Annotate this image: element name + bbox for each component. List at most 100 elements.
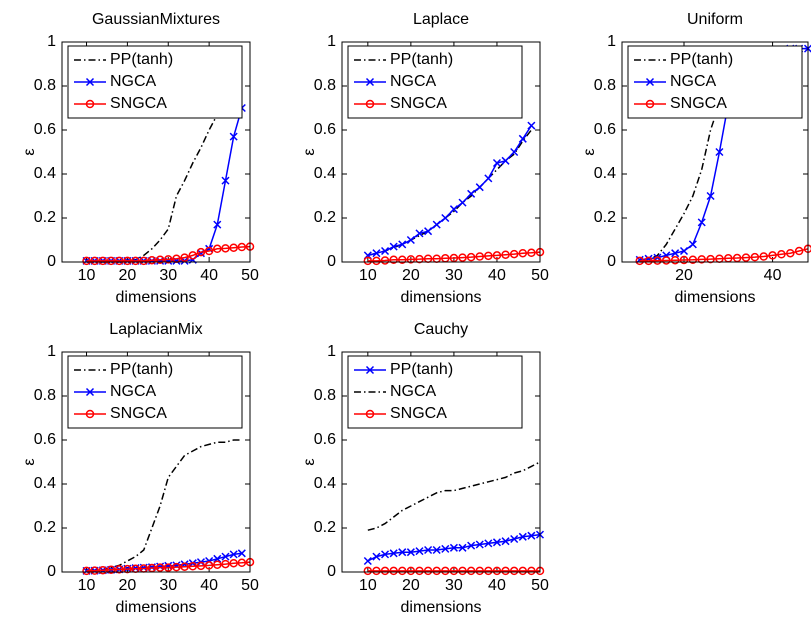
marker-circle [645, 99, 655, 109]
marker-x [213, 554, 222, 563]
x-tick-label: 20 [402, 267, 420, 284]
y-tick-label: 0.6 [314, 121, 336, 138]
marker-x [85, 77, 95, 87]
legend-label: NGCA [110, 383, 157, 400]
y-tick-label: 0.2 [314, 209, 336, 226]
marker-circle [484, 251, 493, 261]
series-line [367, 461, 541, 531]
marker-circle [237, 558, 247, 568]
marker-x [475, 540, 484, 549]
y-axis-label: ε [301, 148, 318, 155]
legend-label: SNGCA [670, 95, 727, 112]
series-line [86, 561, 251, 572]
marker-circle [458, 566, 467, 576]
axes-box [621, 41, 809, 263]
x-axis-label: dimensions [401, 289, 482, 306]
y-tick-label: 0.4 [34, 165, 56, 182]
marker-x [432, 220, 441, 229]
marker-circle [484, 566, 493, 576]
subplot-title: LaplacianMix [109, 321, 202, 338]
marker-x [679, 246, 689, 256]
marker-circle [164, 255, 173, 264]
x-tick-label: 30 [159, 577, 177, 594]
marker-x [389, 242, 398, 251]
marker-circle [180, 562, 189, 571]
subplot: LaplacianMix dimensions ε 0 0.2 0.4 0.6 0.8 1 10 2… [21, 321, 259, 616]
legend-label: NGCA [670, 73, 717, 90]
marker-circle [653, 256, 662, 265]
marker-circle [380, 256, 390, 265]
y-tick-label: 0.6 [34, 121, 56, 138]
marker-x [365, 77, 375, 87]
legend-label: PP(tanh) [390, 361, 453, 378]
marker-x [458, 543, 467, 552]
marker-x [415, 547, 424, 556]
marker-circle [372, 256, 381, 266]
marker-x [363, 556, 372, 566]
marker-circle [180, 253, 189, 262]
marker-circle [518, 248, 528, 258]
subplot-title: Laplace [413, 11, 469, 28]
marker-x [449, 205, 458, 214]
axes-box [61, 41, 251, 263]
marker-circle [204, 561, 214, 570]
marker-x [398, 548, 407, 557]
y-tick-label: 0.2 [34, 519, 56, 536]
marker-circle [449, 566, 459, 576]
marker-x [221, 552, 230, 561]
marker-circle [662, 256, 671, 265]
y-tick-label: 0.6 [34, 431, 56, 448]
y-tick-label: 0 [607, 253, 616, 270]
legend-label: SNGCA [390, 95, 447, 112]
marker-circle [85, 409, 95, 419]
marker-circle [501, 250, 510, 259]
marker-circle [794, 246, 804, 256]
x-tick-label: 20 [402, 577, 420, 594]
y-tick-label: 0.4 [314, 475, 336, 492]
subplot: GaussianMixtures dimensions ε 0 0.2 0.4 0.6 0.8… [21, 11, 259, 306]
x-tick-label: 10 [359, 577, 377, 594]
subplot-title: Uniform [687, 11, 743, 28]
x-tick-label: 10 [359, 267, 377, 284]
x-tick-label: 50 [241, 267, 259, 284]
y-axis-label: ε [21, 458, 38, 465]
marker-x [645, 77, 655, 87]
marker-circle [139, 256, 148, 266]
x-tick-label: 40 [764, 267, 782, 284]
marker-x [372, 552, 381, 561]
legend-label: PP(tanh) [670, 51, 733, 68]
y-tick-label: 0.6 [594, 121, 616, 138]
marker-x [518, 532, 527, 541]
y-tick-label: 0.2 [34, 209, 56, 226]
marker-x [372, 249, 381, 258]
y-tick-label: 0.4 [314, 165, 336, 182]
marker-x [85, 387, 95, 397]
marker-circle [114, 565, 124, 574]
axes-box [341, 41, 541, 263]
y-tick-label: 1 [47, 343, 56, 360]
marker-x [424, 227, 433, 236]
marker-circle [213, 244, 222, 254]
marker-circle [123, 564, 132, 574]
marker-x [706, 191, 715, 201]
marker-x [688, 240, 697, 249]
marker-circle [229, 558, 238, 568]
marker-x [484, 174, 493, 183]
marker-circle [389, 255, 398, 265]
marker-x [527, 531, 536, 540]
marker-circle [777, 250, 786, 259]
marker-circle [363, 256, 373, 266]
marker-circle [363, 566, 373, 576]
marker-circle [196, 247, 206, 257]
marker-x [213, 220, 222, 229]
marker-circle [706, 254, 715, 264]
y-axis-label: ε [21, 148, 38, 155]
marker-x [237, 549, 246, 558]
marker-circle [466, 566, 476, 576]
marker-circle [441, 566, 450, 576]
x-tick-label: 20 [118, 267, 136, 284]
legend-label: NGCA [390, 383, 437, 400]
legend-label: NGCA [390, 73, 437, 90]
x-tick-label: 40 [488, 267, 506, 284]
